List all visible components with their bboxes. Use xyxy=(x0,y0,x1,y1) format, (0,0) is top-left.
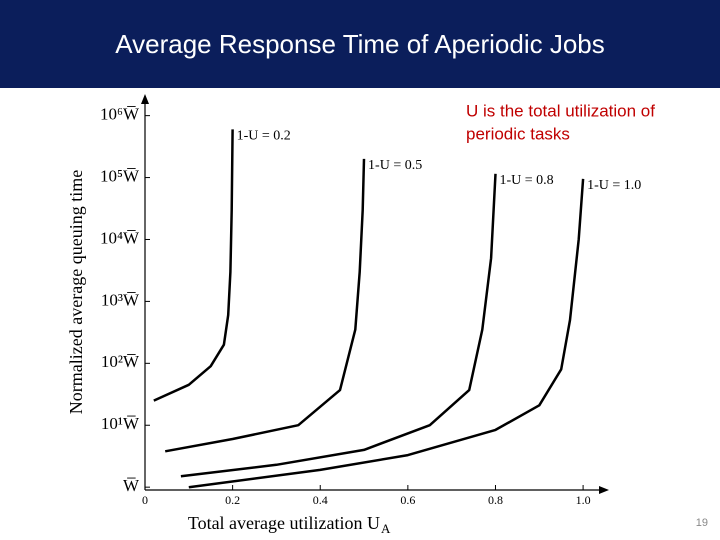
curve xyxy=(180,173,497,478)
page-number: 19 xyxy=(696,517,708,529)
x-tick-label: 0.8 xyxy=(488,493,503,507)
y-tick-label: 10⁶W̅ xyxy=(100,105,140,124)
x-tick-label: 0.2 xyxy=(225,493,240,507)
curve xyxy=(188,178,585,489)
y-tick-label: 10⁵W̅ xyxy=(100,166,140,185)
curve-label: 1-U = 0.5 xyxy=(368,158,422,173)
slide-title: Average Response Time of Aperiodic Jobs xyxy=(115,29,604,59)
curve xyxy=(164,158,366,453)
curve xyxy=(153,129,234,402)
x-axis-arrow xyxy=(599,486,609,494)
y-axis-arrow xyxy=(141,94,149,104)
x-tick-label: 1.0 xyxy=(576,493,591,507)
x-tick-label: 0.4 xyxy=(313,493,328,507)
y-tick-label: 10⁴W̅ xyxy=(100,228,140,247)
note-line: periodic tasks xyxy=(466,124,570,143)
x-tick-label: 0.6 xyxy=(400,493,415,507)
y-tick-label: 10²W̅ xyxy=(101,352,140,371)
title-bar xyxy=(0,0,720,88)
note-line: U is the total utilization of xyxy=(466,101,655,120)
curve-label: 1-U = 1.0 xyxy=(587,178,641,193)
y-axis-label: Normalized average queuing time xyxy=(66,170,86,414)
curve-label: 1-U = 0.2 xyxy=(237,129,291,144)
x-tick-label: 0 xyxy=(142,493,148,507)
y-tick-label: 10¹W̅ xyxy=(101,414,140,433)
y-tick-label: W̅ xyxy=(123,476,140,495)
curve-label: 1-U = 0.8 xyxy=(499,173,553,188)
x-axis-label-subscript: A xyxy=(381,521,391,536)
y-tick-label: 10³W̅ xyxy=(101,290,140,309)
x-axis-label: Total average utilization U xyxy=(188,513,380,533)
